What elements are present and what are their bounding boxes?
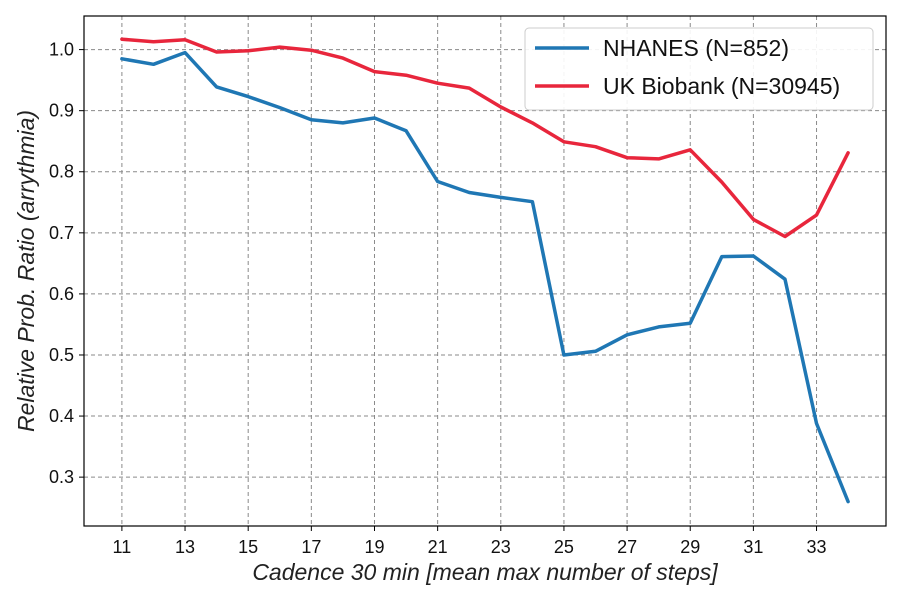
- x-tick-label: 29: [680, 537, 700, 557]
- x-tick-labels: 11 13 15 17 19 21 23 25 27 29 31 33: [113, 537, 827, 557]
- y-tick-label: 0.8: [49, 162, 74, 182]
- legend-label: NHANES (N=852): [603, 35, 789, 61]
- y-tick-label: 1.0: [49, 40, 74, 60]
- y-tick-labels: 0.3 0.4 0.5 0.6 0.7 0.8 0.9 1.0: [49, 40, 74, 488]
- legend-label: UK Biobank (N=30945): [603, 73, 840, 99]
- y-tick-label: 0.5: [49, 345, 74, 365]
- plot-frame: [83, 15, 887, 527]
- x-tick-label: 31: [743, 537, 763, 557]
- y-tick-label: 0.4: [49, 406, 74, 426]
- series-line-2: [120, 37, 850, 239]
- y-tick-label: 0.9: [49, 101, 74, 121]
- series-lines: [120, 37, 850, 504]
- x-tick-label: 17: [301, 537, 321, 557]
- x-tick-label: 23: [491, 537, 511, 557]
- y-tick-label: 0.6: [49, 284, 74, 304]
- x-tick-label: 33: [807, 537, 827, 557]
- x-axis-label: Cadence 30 min [mean max number of steps…: [252, 559, 718, 585]
- axis-ticks: [79, 49, 818, 531]
- x-tick-label: 19: [364, 537, 384, 557]
- legend: NHANES (N=852) UK Biobank (N=30945): [524, 27, 874, 111]
- y-axis-label: Relative Prob. Ratio (arrythmia): [13, 110, 39, 432]
- x-tick-label: 27: [617, 537, 637, 557]
- x-tick-label: 15: [238, 537, 258, 557]
- x-tick-label: 25: [554, 537, 574, 557]
- x-tick-label: 11: [113, 537, 132, 557]
- series-line-1: [120, 50, 850, 504]
- x-tick-label: 13: [175, 537, 195, 557]
- legend-box: [524, 27, 874, 111]
- y-tick-label: 0.3: [49, 467, 74, 487]
- y-tick-label: 0.7: [49, 223, 74, 243]
- x-tick-label: 21: [428, 537, 448, 557]
